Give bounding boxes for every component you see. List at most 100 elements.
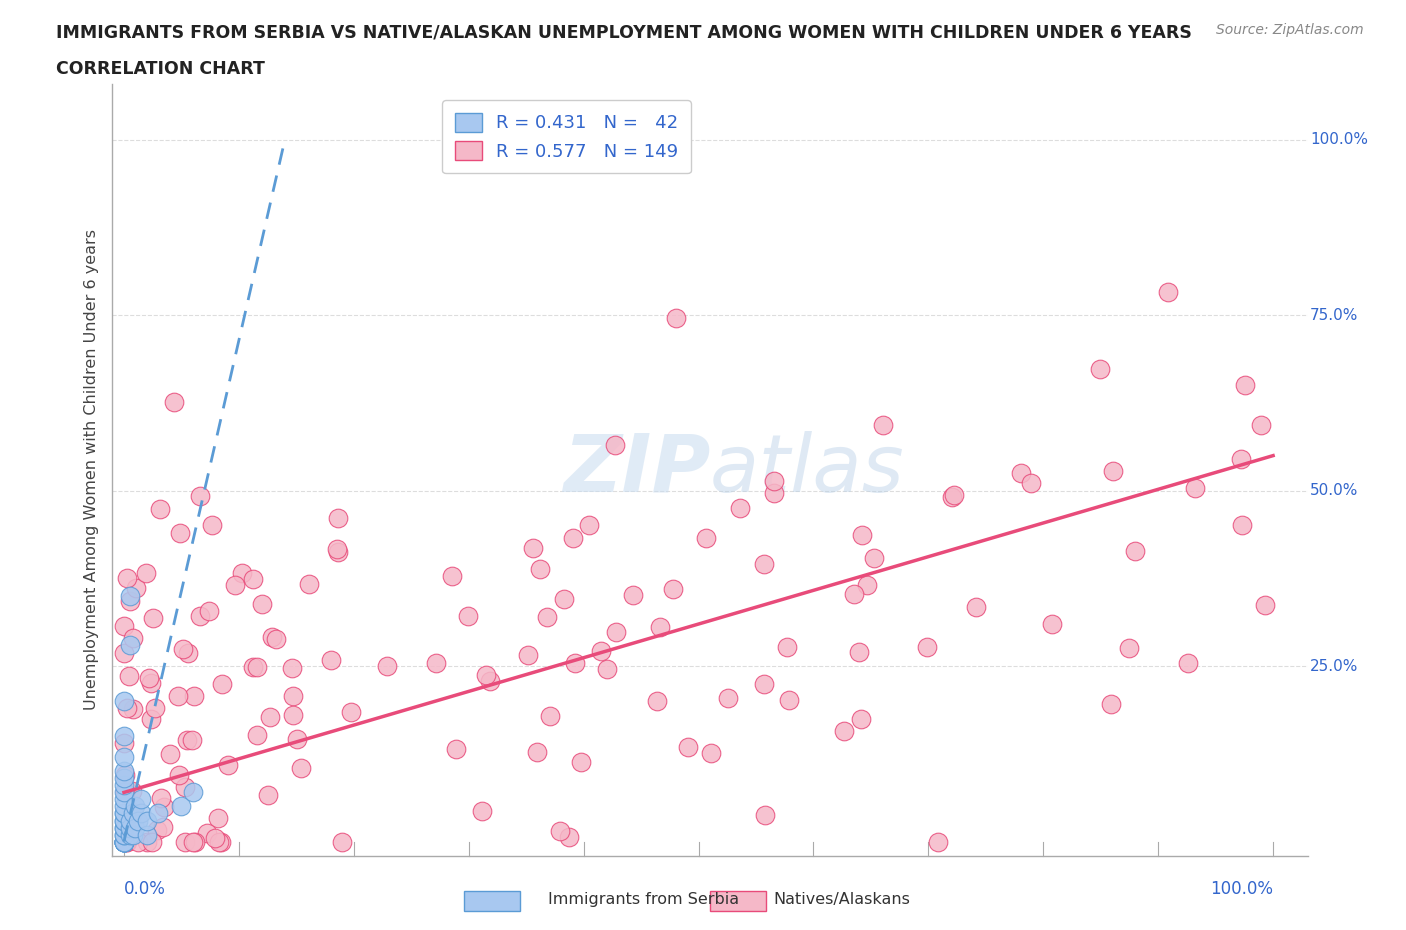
Point xyxy=(285,732,308,747)
Point xyxy=(548,823,571,838)
Point xyxy=(122,806,145,821)
Point xyxy=(149,501,172,516)
Point xyxy=(188,489,211,504)
Point xyxy=(915,639,938,654)
Point xyxy=(176,732,198,747)
Point xyxy=(596,661,619,676)
Text: Natives/Alaskans: Natives/Alaskans xyxy=(773,892,910,907)
Point xyxy=(112,750,135,764)
Point xyxy=(648,619,671,634)
Point xyxy=(163,394,186,409)
Point xyxy=(112,813,135,828)
Point xyxy=(1233,378,1256,392)
Point xyxy=(138,671,160,685)
Point xyxy=(257,788,280,803)
Text: 0.0%: 0.0% xyxy=(124,880,166,898)
Point xyxy=(832,724,855,738)
Point xyxy=(118,820,141,835)
Point xyxy=(298,577,321,591)
Point xyxy=(183,689,205,704)
Point xyxy=(246,727,269,742)
Point xyxy=(112,645,135,660)
Point xyxy=(112,792,135,807)
Point xyxy=(1230,517,1253,532)
Point xyxy=(522,541,544,556)
Text: CORRELATION CHART: CORRELATION CHART xyxy=(56,60,266,78)
Point xyxy=(1118,641,1140,656)
Text: Source: ZipAtlas.com: Source: ZipAtlas.com xyxy=(1216,23,1364,37)
Point xyxy=(112,820,135,835)
Point xyxy=(201,518,224,533)
Point xyxy=(136,827,159,842)
Point xyxy=(842,587,865,602)
Point xyxy=(135,566,157,581)
Point xyxy=(148,806,170,821)
Text: 100.0%: 100.0% xyxy=(1310,132,1368,147)
Point xyxy=(112,820,135,835)
Point xyxy=(319,652,342,667)
Point xyxy=(569,754,592,769)
Point xyxy=(242,659,264,674)
Point xyxy=(112,785,135,800)
Point xyxy=(863,551,886,565)
Point xyxy=(204,830,226,845)
Point xyxy=(143,700,166,715)
Point xyxy=(264,632,287,647)
Point xyxy=(167,688,190,703)
Point xyxy=(112,619,135,634)
Point xyxy=(536,609,558,624)
Point xyxy=(112,834,135,849)
Point xyxy=(112,736,135,751)
Point xyxy=(129,806,152,821)
Point xyxy=(167,767,190,782)
Text: Immigrants from Serbia: Immigrants from Serbia xyxy=(548,892,740,907)
Point xyxy=(1177,656,1199,671)
Point xyxy=(207,810,229,825)
Point xyxy=(149,790,172,805)
Point xyxy=(558,830,581,844)
Point xyxy=(209,834,232,849)
Point xyxy=(262,630,284,644)
Point xyxy=(281,688,304,703)
Point xyxy=(172,642,194,657)
Point xyxy=(197,604,219,618)
Point xyxy=(170,799,193,814)
Point xyxy=(965,600,987,615)
Point xyxy=(211,677,233,692)
Text: 50.0%: 50.0% xyxy=(1310,484,1358,498)
Point xyxy=(181,785,204,800)
Point xyxy=(578,517,600,532)
Point xyxy=(118,638,141,653)
Point xyxy=(224,578,246,592)
Point xyxy=(478,674,501,689)
Point xyxy=(169,525,191,540)
Point xyxy=(112,834,135,849)
Point xyxy=(457,609,479,624)
Point xyxy=(159,746,181,761)
Legend: R = 0.431   N =   42, R = 0.577   N = 149: R = 0.431 N = 42, R = 0.577 N = 149 xyxy=(441,100,692,174)
Point xyxy=(645,694,668,709)
Point xyxy=(259,710,281,724)
Point xyxy=(564,656,586,671)
Point xyxy=(280,661,302,676)
Point xyxy=(114,768,136,783)
Point xyxy=(242,571,264,586)
Point xyxy=(112,834,135,849)
Point xyxy=(112,813,135,828)
Point xyxy=(197,826,219,841)
Point xyxy=(561,530,583,545)
Point xyxy=(1156,285,1178,299)
Text: 75.0%: 75.0% xyxy=(1310,308,1358,323)
Point xyxy=(326,541,349,556)
Point xyxy=(127,834,149,849)
Point xyxy=(339,704,361,719)
Point xyxy=(605,625,627,640)
Point xyxy=(848,644,870,659)
Point xyxy=(112,834,135,849)
Point xyxy=(118,669,141,684)
Point xyxy=(231,566,253,581)
Point xyxy=(517,647,540,662)
Point xyxy=(181,834,204,849)
Point xyxy=(553,591,575,606)
Point xyxy=(752,557,775,572)
